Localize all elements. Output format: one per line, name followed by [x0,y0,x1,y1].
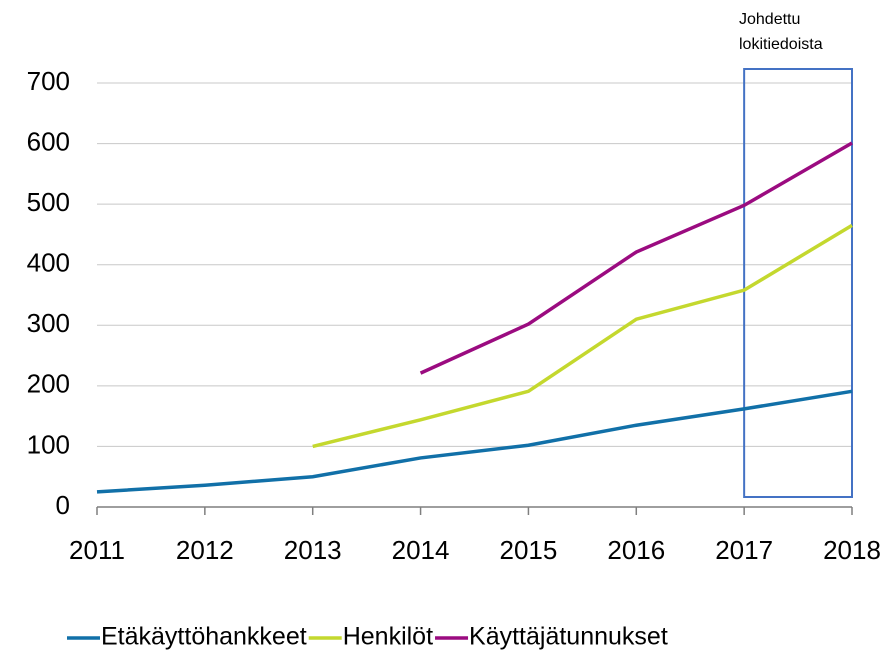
y-tick-label: 200 [27,369,70,399]
y-tick-label: 500 [27,187,70,217]
x-tick-label: 2016 [607,535,665,565]
annotation: Johdettu [739,11,800,28]
legend-label: Käyttäjätunnukset [469,623,668,651]
annotation: lokitiedoista [739,36,823,53]
legend-label: Henkilöt [343,623,433,651]
x-tick-label: 2014 [392,535,450,565]
y-tick-label: 400 [27,248,70,278]
y-tick-label: 0 [56,490,70,520]
x-tick-label: 2018 [823,535,881,565]
x-tick-label: 2012 [176,535,234,565]
y-tick-label: 600 [27,126,70,156]
legend-label: Etäkäyttöhankkeet [101,623,307,651]
x-tick-label: 2015 [500,535,558,565]
line [419,141,853,375]
line [96,389,853,494]
highlight-box [743,68,854,498]
y-tick-label: 100 [27,429,70,459]
x-tick-label: 2017 [715,535,773,565]
y-tick-label: 300 [27,308,70,338]
y-tick-label: 700 [27,66,70,96]
x-tick-label: 2011 [69,535,125,565]
x-tick-label: 2013 [284,535,342,565]
line [312,223,853,449]
